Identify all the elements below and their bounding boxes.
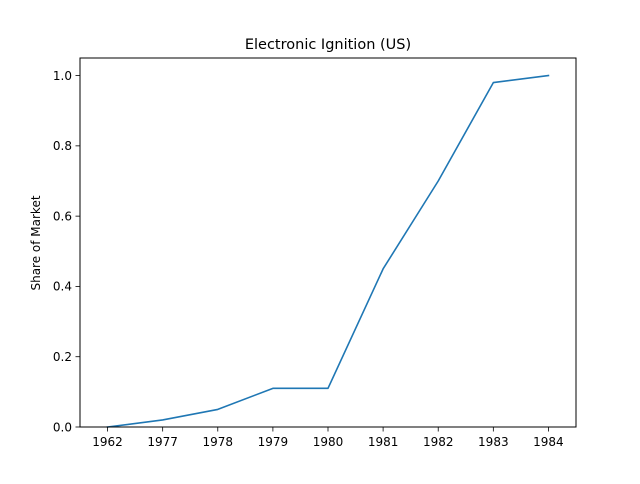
axes-layer: 1962 1977 1978 1979 1980 1981 1982 1983 1984 0.0 0… [53,57,577,449]
x-tick-label: 1979 [258,435,289,449]
plot-layer [106,74,550,428]
x-tick-label: 1981 [368,435,399,449]
x-tick-label: 1984 [533,435,564,449]
x-tick-label: 1980 [313,435,344,449]
x-tick-label: 1983 [478,435,509,449]
x-tick-label: 1982 [423,435,454,449]
y-tick-label: 1.0 [53,69,72,83]
y-axis-label: Share of Market [29,195,43,290]
x-tick-label: 1977 [147,435,178,449]
y-tick-label: 0.8 [53,139,72,153]
y-tick-label: 0.4 [53,280,72,294]
x-tick-label: 1978 [203,435,234,449]
y-axis-label-group: Share of Market [29,195,43,290]
y-tick-label: 0.0 [53,420,72,434]
y-tick-label: 0.6 [53,209,72,223]
series-line-0 [106,74,550,428]
chart-title: Electronic Ignition (US) [245,37,411,53]
y-tick-label: 0.2 [53,350,72,364]
x-tick-label: 1962 [92,435,123,449]
